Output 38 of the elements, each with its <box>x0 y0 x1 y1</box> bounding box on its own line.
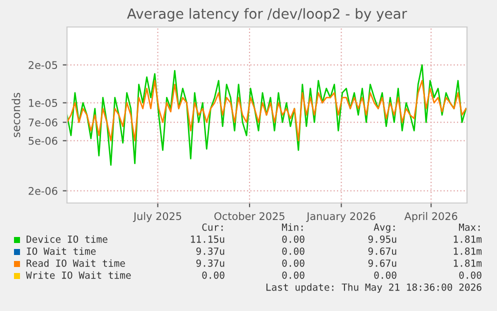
text: 0.00 <box>282 271 304 279</box>
text: 9.37u <box>196 247 224 255</box>
text: Avg: <box>374 224 395 233</box>
y-tick-label: 5e-06 <box>28 136 58 145</box>
text: 11.15u <box>191 236 224 243</box>
text: 9.67u <box>368 259 396 267</box>
text: Max: <box>458 224 480 231</box>
x-tick-label: July 2025 <box>132 212 182 222</box>
y-tick-label: 7e-06 <box>28 118 58 126</box>
line-series <box>67 80 467 142</box>
text: Min: <box>282 223 303 231</box>
y-tick-label: 1e-05 <box>29 99 58 107</box>
text: 9.95u <box>368 235 396 243</box>
text: 0.00 <box>374 271 396 279</box>
text: 1.81m <box>454 247 482 255</box>
text: 1.81m <box>454 259 482 267</box>
text: 0.00 <box>282 235 304 243</box>
text: 9.37u <box>196 259 224 267</box>
y-axis-title: seconds <box>12 92 20 138</box>
text: 1.81m <box>454 235 482 243</box>
legend-label: Read IO Wait time <box>26 259 125 267</box>
legend-label: IO Wait time <box>26 247 96 255</box>
y-tick-label: 2e-06 <box>28 187 58 195</box>
text: Last update: Thu May 21 18:36:00 2026 <box>266 283 482 293</box>
text: 0.00 <box>282 259 304 267</box>
x-tick-label: January 2026 <box>306 212 376 222</box>
x-tick-label: October 2025 <box>214 212 284 220</box>
x-tick-label: April 2026 <box>404 212 458 222</box>
legend-label: Device IO time <box>26 235 108 243</box>
text: Cur: <box>202 223 223 231</box>
legend-label: Write IO Wait time <box>26 271 131 279</box>
line-series <box>67 64 467 166</box>
text: 9.67u <box>368 247 396 255</box>
text: 0.00 <box>459 271 482 279</box>
chart-title: Average latency for /dev/loop2 - by year <box>127 8 408 22</box>
y-tick-label: 2e-05 <box>28 61 58 70</box>
text: 0.00 <box>282 247 304 255</box>
text: 0.00 <box>202 271 224 279</box>
